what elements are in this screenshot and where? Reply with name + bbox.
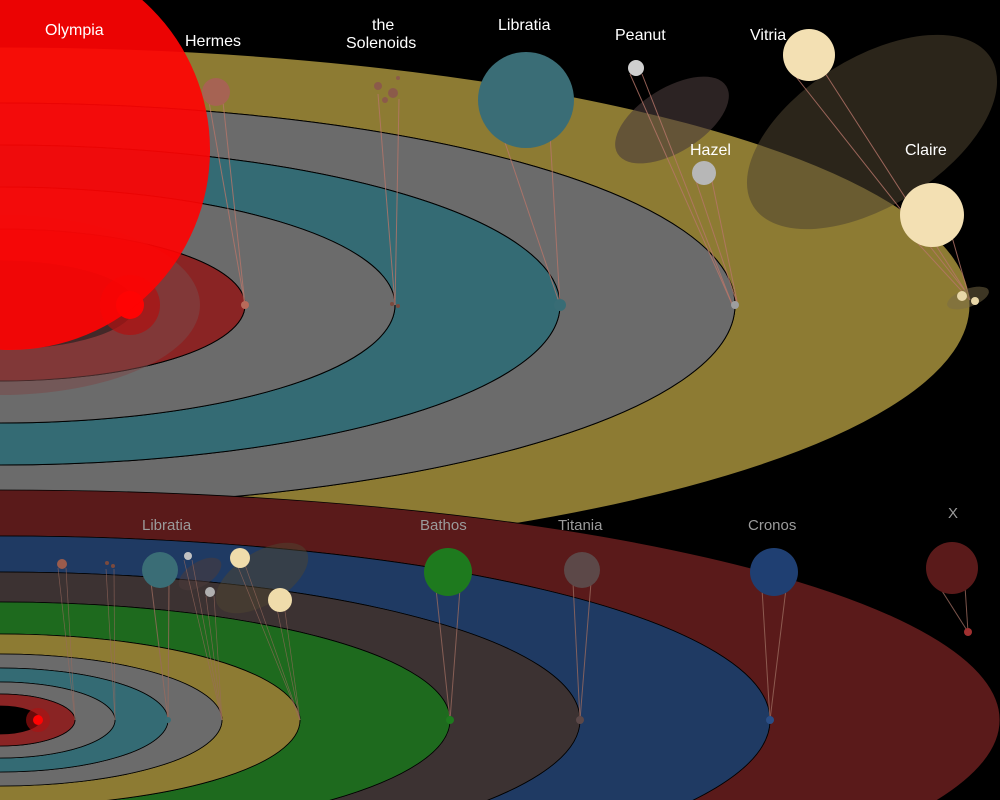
mini-vitria_tiny xyxy=(230,548,250,568)
olympia-label: Olympia xyxy=(45,22,104,39)
mini-peanut_tiny xyxy=(184,552,192,560)
libratia-callout-lower xyxy=(142,552,178,588)
libratia-callout xyxy=(478,52,574,148)
hermes-orbit-dot xyxy=(241,301,249,309)
hazel-callout xyxy=(692,161,716,185)
vitria-orbit-dot xyxy=(957,291,967,301)
outer-label-lower: X xyxy=(948,505,958,522)
solenoids-label: theSolenoids xyxy=(346,17,416,52)
peanut-hazel-orbit-dot xyxy=(731,301,739,309)
bathos-callout-lower xyxy=(424,548,472,596)
mini-star xyxy=(33,715,43,725)
vitria-callout xyxy=(783,29,835,81)
solar-system-diagram: Olympia Hermes theSolenoids Libratia Peanut H… xyxy=(0,0,1000,800)
mini-hazel_tiny xyxy=(205,587,215,597)
mini-hermes_tiny xyxy=(57,559,67,569)
cronos-orbit-dot-lower xyxy=(766,716,774,724)
hermes-callout xyxy=(202,78,230,106)
peanut-label: Peanut xyxy=(615,27,666,44)
solenoid-orbit-dot-1 xyxy=(396,304,400,308)
claire-label: Claire xyxy=(905,142,947,159)
bathos-label-lower: Bathos xyxy=(420,517,467,534)
claire-callout xyxy=(900,183,964,247)
titania-orbit-dot-lower xyxy=(576,716,584,724)
solenoid-3 xyxy=(396,76,400,80)
upper-system: Olympia Hermes theSolenoids Libratia Peanut H… xyxy=(0,0,1000,563)
libratia-orbit-dot xyxy=(554,299,566,311)
solenoid-orbit-dot-0 xyxy=(390,302,394,306)
mini-claire_tiny xyxy=(268,588,292,612)
cronos-label-lower: Cronos xyxy=(748,517,796,534)
bathos-orbit-dot-lower xyxy=(446,716,454,724)
titania-label-lower: Titania xyxy=(558,517,603,534)
claire-orbit-dot xyxy=(971,297,979,305)
mini-solenoid-0 xyxy=(105,561,109,565)
libratia-orbit-dot-lower xyxy=(165,717,171,723)
hazel-label: Hazel xyxy=(690,142,731,159)
cronos-callout-lower xyxy=(750,548,798,596)
solenoid-2 xyxy=(382,97,388,103)
libratia-label-lower: Libratia xyxy=(142,517,192,534)
outer-callout-lower xyxy=(926,542,978,594)
titania-callout-lower xyxy=(564,552,600,588)
solenoid-0 xyxy=(374,82,382,90)
peanut-callout xyxy=(628,60,644,76)
vitria-label: Vitria xyxy=(750,27,786,44)
hermes-label: Hermes xyxy=(185,33,241,50)
lower-system: Libratia Bathos Titania Cronos X xyxy=(0,490,1000,800)
outer-orbit-dot-lower xyxy=(964,628,972,636)
solenoid-1 xyxy=(388,88,398,98)
mini-solenoid-1 xyxy=(111,564,115,568)
libratia-label: Libratia xyxy=(498,17,551,34)
